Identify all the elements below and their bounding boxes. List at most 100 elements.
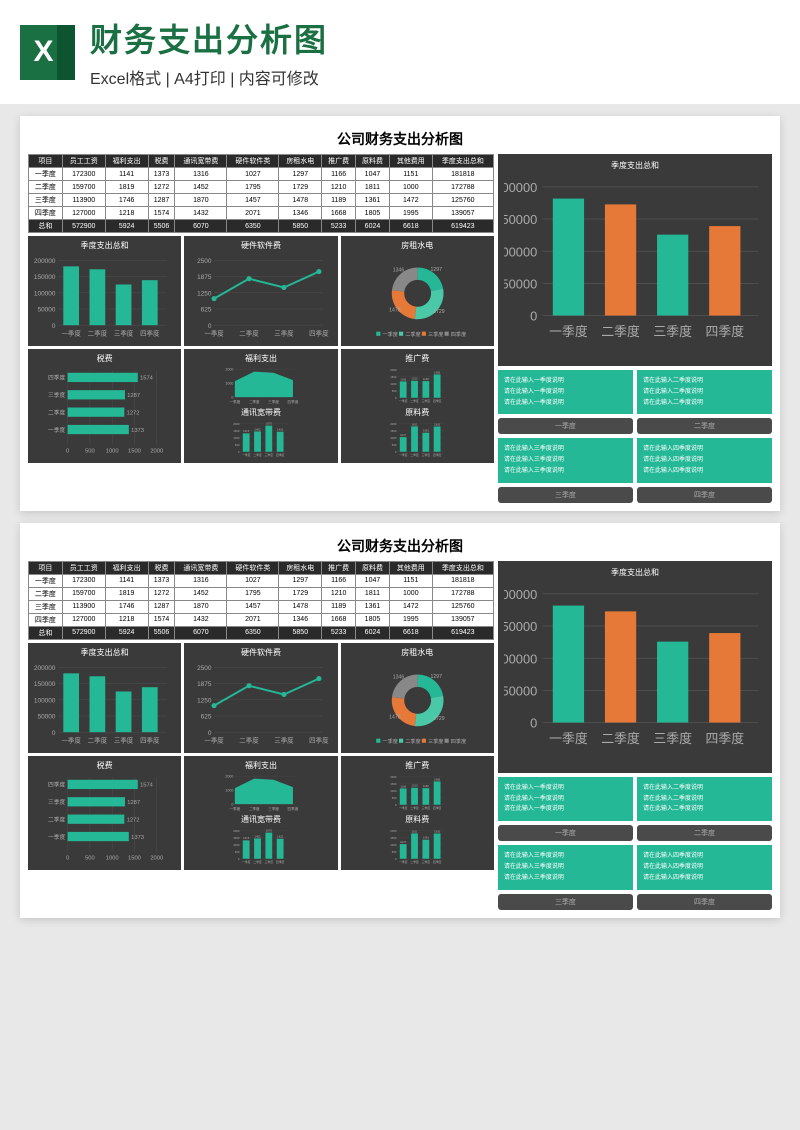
table-header: 员工工资 [62, 561, 105, 574]
svg-text:三季度: 三季度 [421, 806, 430, 810]
svg-text:200000: 200000 [34, 665, 56, 672]
svg-text:1500: 1500 [390, 836, 397, 840]
svg-text:1316: 1316 [243, 429, 250, 433]
svg-text:三季度: 三季度 [268, 399, 279, 404]
svg-text:1272: 1272 [127, 410, 140, 416]
table-header: 硬件软件类 [227, 155, 279, 168]
svg-text:1811: 1811 [411, 422, 417, 426]
svg-text:1870: 1870 [266, 421, 273, 425]
svg-text:150000: 150000 [504, 619, 537, 634]
svg-text:1250: 1250 [197, 697, 212, 704]
doc-title: 公司财务支出分析图 [28, 124, 772, 154]
chart-hw-sw: 硬件软件费2500187512506250一季度二季度三季度四季度 [184, 643, 337, 753]
svg-text:三季度: 三季度 [268, 806, 279, 811]
svg-text:0: 0 [66, 855, 69, 861]
svg-text:一季度: 一季度 [382, 737, 397, 745]
table-header: 推广费 [322, 561, 356, 574]
info-box-q2: 请在此输入二季度说明请在此输入二季度说明请在此输入二季度说明 [637, 777, 772, 821]
svg-text:1316: 1316 [243, 836, 250, 840]
svg-text:二季度: 二季度 [48, 408, 66, 416]
svg-text:1452: 1452 [255, 834, 262, 838]
svg-text:625: 625 [201, 307, 212, 314]
table-row: 二季度1597001819127214521795172912101811100… [29, 587, 494, 600]
svg-text:二季度: 二季度 [249, 399, 260, 404]
table-header: 其他费用 [389, 561, 432, 574]
svg-text:1189: 1189 [422, 784, 428, 788]
svg-text:1361: 1361 [422, 429, 429, 433]
svg-text:1346: 1346 [392, 268, 404, 274]
svg-text:500: 500 [235, 443, 240, 447]
svg-text:625: 625 [201, 713, 212, 720]
svg-text:100000: 100000 [504, 651, 537, 666]
button-q2[interactable]: 二季度 [637, 825, 772, 841]
svg-text:二季度: 二季度 [410, 806, 419, 810]
svg-text:二季度: 二季度 [405, 737, 420, 745]
table-header: 原料费 [356, 561, 390, 574]
svg-text:二季度: 二季度 [249, 806, 260, 811]
svg-text:二季度: 二季度 [405, 330, 420, 338]
svg-text:1000: 1000 [106, 449, 119, 455]
page-title: 财务支出分析图 [90, 15, 328, 61]
svg-text:三季度: 三季度 [653, 731, 692, 746]
table-header: 税费 [148, 561, 175, 574]
svg-text:0: 0 [66, 449, 69, 455]
table-row: 三季度1139001746128718701457147811891361147… [29, 194, 494, 207]
svg-text:1805: 1805 [434, 422, 441, 426]
svg-text:1000: 1000 [390, 789, 397, 793]
svg-text:一季度: 一季度 [230, 399, 241, 404]
svg-text:1500: 1500 [128, 449, 141, 455]
table-row: 四季度1270001218157414322071134616681805199… [29, 613, 494, 626]
svg-text:1668: 1668 [434, 777, 441, 781]
svg-text:一季度: 一季度 [399, 806, 408, 810]
button-q1[interactable]: 一季度 [498, 418, 633, 434]
svg-text:1875: 1875 [197, 681, 212, 688]
svg-text:500: 500 [85, 855, 95, 861]
svg-text:0: 0 [530, 309, 537, 324]
svg-text:2500: 2500 [197, 665, 212, 672]
svg-text:2000: 2000 [150, 449, 163, 455]
button-q3[interactable]: 三季度 [498, 894, 633, 910]
svg-text:1000: 1000 [390, 843, 397, 847]
svg-text:二季度: 二季度 [48, 815, 66, 823]
svg-text:2500: 2500 [197, 258, 212, 265]
svg-text:一季度: 一季度 [230, 806, 241, 811]
svg-text:二季度: 二季度 [601, 731, 640, 746]
svg-text:2000: 2000 [390, 368, 397, 372]
svg-text:一季度: 一季度 [48, 426, 66, 434]
button-q1[interactable]: 一季度 [498, 825, 633, 841]
svg-text:一季度: 一季度 [61, 735, 81, 744]
table-header: 税费 [148, 155, 175, 168]
svg-text:1210: 1210 [411, 783, 418, 787]
table-row: 二季度1597001819127214521795172912101811100… [29, 181, 494, 194]
svg-text:150000: 150000 [34, 681, 56, 688]
svg-text:三季度: 三季度 [48, 798, 66, 806]
button-q4[interactable]: 四季度 [637, 487, 772, 503]
svg-text:三季度: 三季度 [265, 860, 274, 864]
svg-text:1668: 1668 [434, 370, 441, 374]
svg-text:1574: 1574 [140, 783, 154, 789]
svg-text:一季度: 一季度 [205, 329, 225, 338]
svg-text:50000: 50000 [504, 683, 537, 698]
svg-text:三季度: 三季度 [421, 860, 430, 864]
info-box-q1: 请在此输入一季度说明请在此输入一季度说明请在此输入一季度说明 [498, 370, 633, 414]
svg-text:1452: 1452 [255, 427, 262, 431]
svg-text:100000: 100000 [504, 244, 537, 259]
svg-text:1000: 1000 [390, 382, 397, 386]
svg-text:二季度: 二季度 [410, 399, 419, 403]
button-q4[interactable]: 四季度 [637, 894, 772, 910]
svg-text:50000: 50000 [37, 307, 55, 314]
chart-welfare-comm: 福利支出200010000一季度二季度三季度四季度 通讯宽带费200015001… [184, 756, 337, 870]
table-header: 项目 [29, 155, 63, 168]
svg-text:二季度: 二季度 [254, 453, 263, 457]
svg-text:四季度: 四季度 [48, 374, 66, 382]
svg-text:三季度: 三季度 [421, 399, 430, 403]
svg-text:0: 0 [232, 802, 234, 806]
table-header: 原料费 [356, 155, 390, 168]
button-q2[interactable]: 二季度 [637, 418, 772, 434]
button-q3[interactable]: 三季度 [498, 487, 633, 503]
svg-text:0: 0 [530, 715, 537, 730]
svg-text:三季度: 三季度 [421, 453, 430, 457]
svg-text:四季度: 四季度 [309, 735, 329, 744]
chart-welfare-comm: 福利支出200010000一季度二季度三季度四季度 通讯宽带费200015001… [184, 349, 337, 463]
svg-text:2000: 2000 [234, 829, 241, 833]
